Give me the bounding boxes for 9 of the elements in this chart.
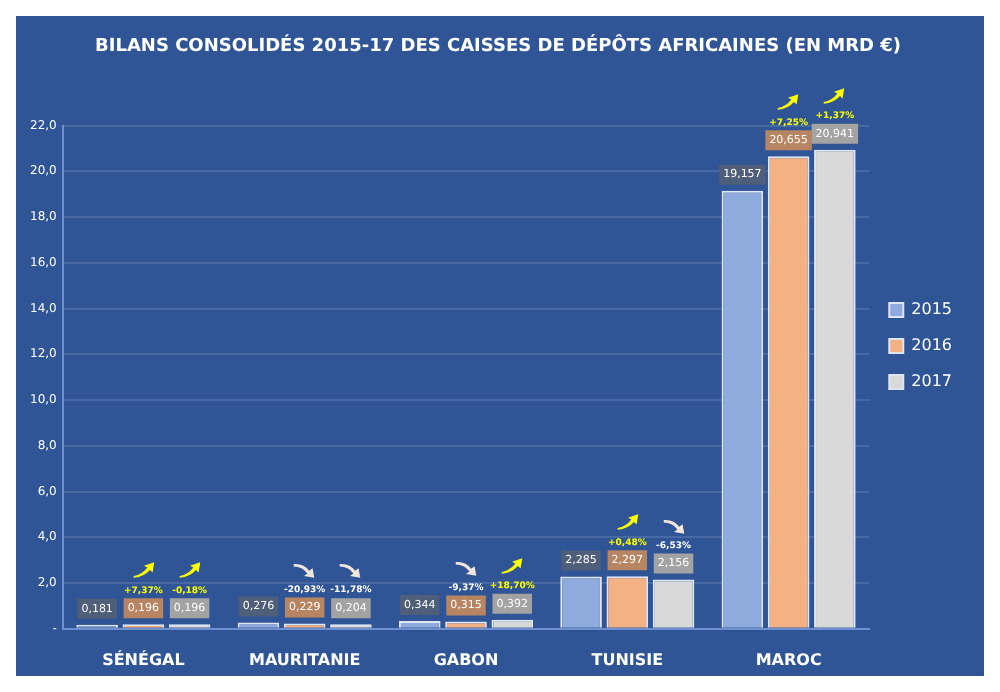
- legend-label: 2015: [911, 300, 952, 319]
- x-tick-label: MAURITANIE: [248, 650, 361, 669]
- legend-label: 2016: [911, 336, 952, 355]
- x-tick-label: SÉNÉGAL: [102, 648, 185, 669]
- legend-label: 2017: [911, 372, 952, 391]
- x-tick-label: GABON: [433, 650, 499, 669]
- x-tick-label: MAROC: [755, 650, 822, 669]
- chart-title: BILANS CONSOLIDÉS 2015-17 DES CAISSES DE DÉPÔTS AFRICAINES (EN MRD €): [95, 33, 901, 58]
- x-tick-label: TUNISIE: [591, 650, 664, 669]
